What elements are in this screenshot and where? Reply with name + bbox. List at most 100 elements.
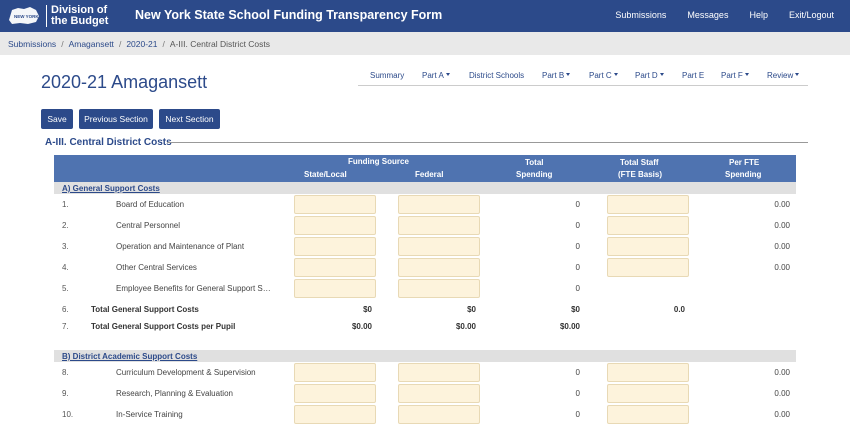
caret-down-icon — [795, 73, 800, 76]
state-local-input[interactable] — [294, 279, 376, 298]
total-staff-input[interactable] — [607, 363, 689, 382]
total-spending-value: 0 — [575, 242, 580, 251]
federal-input[interactable] — [398, 405, 480, 424]
subnav-part-b[interactable]: Part B — [542, 71, 571, 80]
state-local-per-pupil: $0.00 — [351, 322, 372, 331]
breadcrumb: Submissions / Amagansett / 2020-21 / A-III. Ce… — [0, 32, 850, 55]
caret-down-icon — [659, 73, 664, 76]
state-local-input[interactable] — [294, 363, 376, 382]
app-title: New York State School Funding Transparen… — [135, 8, 443, 22]
breadcrumb-separator: / — [61, 39, 64, 49]
save-button[interactable]: Save — [41, 109, 73, 129]
total-staff-input[interactable] — [607, 237, 689, 256]
header-per-fte-line2: Spending — [725, 170, 762, 179]
total-staff-input[interactable] — [607, 195, 689, 214]
table-row: 4. Other Central Services 0 0.00 — [54, 257, 796, 278]
row-label: Operation and Maintenance of Plant — [116, 242, 245, 251]
total-staff-input[interactable] — [607, 216, 689, 235]
section-nav: Summary Part A District Schools Part B P… — [358, 70, 808, 86]
nav-submissions[interactable]: Submissions — [615, 10, 667, 20]
row-number: 9. — [62, 389, 69, 398]
federal-input[interactable] — [398, 216, 480, 235]
total-spending-value: 0 — [575, 284, 580, 293]
breadcrumb-separator: / — [162, 39, 165, 49]
subnav-part-e[interactable]: Part E — [682, 71, 705, 80]
state-local-input[interactable] — [294, 195, 376, 214]
state-local-input[interactable] — [294, 216, 376, 235]
federal-input[interactable] — [398, 195, 480, 214]
subnav-review[interactable]: Review — [767, 71, 800, 80]
total-staff-value: 0.0 — [673, 305, 685, 314]
federal-input[interactable] — [398, 363, 480, 382]
federal-total: $0 — [467, 305, 476, 314]
previous-section-button[interactable]: Previous Section — [79, 109, 153, 129]
total-staff-input[interactable] — [607, 384, 689, 403]
header-total-spending-line2: Spending — [516, 170, 553, 179]
header-total-staff-line1: Total Staff — [620, 158, 659, 167]
table-row: 3. Operation and Maintenance of Plant 0 … — [54, 236, 796, 257]
per-fte-value: 0.00 — [774, 200, 790, 209]
breadcrumb-current: A-III. Central District Costs — [169, 39, 271, 49]
total-spending-value: 0 — [575, 368, 580, 377]
federal-input[interactable] — [398, 258, 480, 277]
federal-input[interactable] — [398, 237, 480, 256]
nys-logo-icon: NEW YORK — [6, 4, 42, 28]
nys-dob-logo[interactable]: NEW YORK Division of the Budget — [6, 2, 121, 30]
table-row: 1. Board of Education 0 0.00 — [54, 194, 796, 215]
nav-help[interactable]: Help — [749, 10, 768, 20]
table-row: 2. Central Personnel 0 0.00 — [54, 215, 796, 236]
per-fte-value: 0.00 — [774, 410, 790, 419]
federal-per-pupil: $0.00 — [455, 322, 476, 331]
total-staff-input[interactable] — [607, 258, 689, 277]
header-state-local: State/Local — [304, 170, 347, 179]
breadcrumb-submissions[interactable]: Submissions — [8, 39, 57, 49]
subnav-part-d[interactable]: Part D — [635, 71, 664, 80]
state-local-input[interactable] — [294, 384, 376, 403]
top-nav: Submissions Messages Help Exit/Logout — [594, 10, 834, 20]
row-number: 7. — [62, 322, 69, 331]
row-label: Research, Planning & Evaluation — [116, 389, 233, 398]
breadcrumb-separator: / — [118, 39, 122, 49]
total-staff-input[interactable] — [607, 405, 689, 424]
subnav-part-f[interactable]: Part F — [721, 71, 749, 80]
row-label: Central Personnel — [116, 221, 181, 230]
subnav-part-c[interactable]: Part C — [589, 71, 618, 80]
next-section-button[interactable]: Next Section — [159, 109, 220, 129]
per-fte-value: 0.00 — [774, 263, 790, 272]
row-number: 4. — [62, 263, 69, 272]
row-number: 8. — [62, 368, 69, 377]
state-local-input[interactable] — [294, 405, 376, 424]
table-row: 5. Employee Benefits for General Support… — [54, 278, 796, 299]
federal-input[interactable] — [398, 279, 480, 298]
section-title: A-III. Central District Costs — [45, 137, 172, 148]
state-local-input[interactable] — [294, 237, 376, 256]
svg-text:NEW YORK: NEW YORK — [14, 14, 39, 19]
header-funding-source: Funding Source — [348, 157, 409, 166]
header-per-fte-line1: Per FTE — [729, 158, 760, 167]
subnav-part-a[interactable]: Part A — [422, 71, 450, 80]
table-row-total: 6. Total General Support Costs $0 $0 $0 … — [54, 299, 796, 320]
total-spending-value: 0 — [575, 263, 580, 272]
breadcrumb-district[interactable]: Amagansett — [68, 39, 114, 49]
table-row: 8. Curriculum Development & Supervision … — [54, 362, 796, 383]
caret-down-icon — [445, 73, 450, 76]
header-total-spending-line1: Total — [525, 158, 544, 167]
row-number: 3. — [62, 242, 69, 251]
state-local-input[interactable] — [294, 258, 376, 277]
row-number: 5. — [62, 284, 69, 293]
total-spending-value: 0 — [575, 221, 580, 230]
header-federal: Federal — [415, 170, 444, 179]
subnav-summary[interactable]: Summary — [370, 71, 405, 80]
breadcrumb-year[interactable]: 2020-21 — [126, 39, 158, 49]
header-total-staff-line2: (FTE Basis) — [618, 170, 663, 179]
nav-exit-logout[interactable]: Exit/Logout — [788, 10, 834, 20]
federal-input[interactable] — [398, 384, 480, 403]
nav-messages[interactable]: Messages — [687, 10, 729, 20]
state-local-total: $0 — [363, 305, 372, 314]
per-fte-value: 0.00 — [774, 368, 790, 377]
table-header: Funding Source State/Local Federal Total… — [54, 155, 796, 182]
row-label: Total General Support Costs — [91, 305, 199, 314]
per-fte-value: 0.00 — [774, 389, 790, 398]
total-spending-value: 0 — [575, 410, 580, 419]
subnav-district-schools[interactable]: District Schools — [469, 71, 525, 80]
